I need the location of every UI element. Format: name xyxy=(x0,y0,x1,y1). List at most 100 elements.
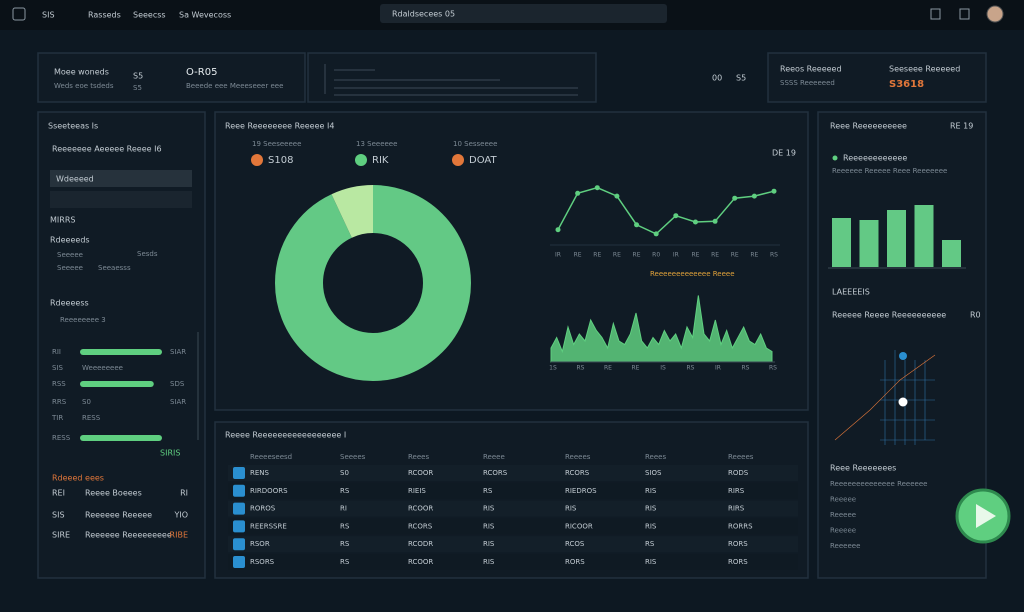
input[interactable] xyxy=(50,191,192,208)
row-cell: Reeeeee Reeeeeeeee xyxy=(85,531,172,540)
meter-bar xyxy=(80,349,162,355)
table-cell: RIRDOORS xyxy=(250,487,288,495)
table-cell: RS xyxy=(340,558,350,566)
x-tick-label: IR xyxy=(715,365,721,372)
table-cell: RS xyxy=(340,522,350,530)
table-header: Reees xyxy=(408,453,429,461)
row-icon[interactable] xyxy=(233,538,245,550)
row-icon[interactable] xyxy=(233,520,245,532)
line-point xyxy=(556,227,561,232)
nav-item[interactable]: Seeecss xyxy=(133,11,166,20)
x-tick-label: RE xyxy=(613,252,621,259)
row-icon[interactable] xyxy=(233,503,245,515)
table-cell: S0 xyxy=(340,469,349,477)
x-tick-label: RE xyxy=(633,252,641,259)
nav-item[interactable]: Sa Wevecoss xyxy=(179,11,231,20)
list-item[interactable]: Reeeeee xyxy=(830,542,860,550)
legend-badge: 10 Sesseeee xyxy=(453,140,497,148)
x-tick-label: RE xyxy=(593,252,601,259)
legend-label: Reeeeeeeeeeee xyxy=(843,154,907,163)
meter-bar xyxy=(80,435,162,441)
x-tick-label: IR xyxy=(555,252,561,259)
line-point xyxy=(732,196,737,201)
line-point xyxy=(772,189,777,194)
meter-label: RSS xyxy=(52,380,66,388)
line-point xyxy=(634,222,639,227)
table-cell: RS xyxy=(340,540,350,548)
nav-item[interactable]: Rasseds xyxy=(88,11,121,20)
caption: LAEEEEIS xyxy=(832,288,870,297)
legend-label[interactable]: DOAT xyxy=(469,155,497,166)
line-point xyxy=(713,219,718,224)
table-cell: RIEIS xyxy=(408,487,426,495)
table-cell: RIS xyxy=(645,505,657,513)
meter-label: RII xyxy=(52,348,61,356)
section: MIRRS xyxy=(50,216,75,225)
row-icon[interactable] xyxy=(233,485,245,497)
row-bg xyxy=(228,554,798,570)
line-point xyxy=(595,185,600,190)
meter-bar xyxy=(80,381,154,387)
legend-dot xyxy=(355,154,367,166)
list-item[interactable]: Reeeee xyxy=(830,527,856,535)
search-text[interactable]: Rdaldsecees 05 xyxy=(392,10,455,19)
x-tick-label: RS xyxy=(577,365,585,372)
bar xyxy=(832,218,851,267)
x-tick-label: R0 xyxy=(652,252,660,259)
card-value: S3618 xyxy=(889,79,924,90)
meter-value: S0 xyxy=(82,398,91,406)
line-point xyxy=(752,194,757,199)
legend-dot xyxy=(251,154,263,166)
table-cell: RIRS xyxy=(728,487,745,495)
x-tick-label: RE xyxy=(691,252,699,259)
row-icon[interactable] xyxy=(233,467,245,479)
bar xyxy=(887,210,906,267)
list-item[interactable]: Reeeeeeeeeeeeee Reeeeee xyxy=(830,480,927,488)
table-header: Reeees xyxy=(565,453,591,461)
card-title: Reeos Reeeeed xyxy=(780,65,842,74)
row-bg xyxy=(228,536,798,552)
legend-label[interactable]: RIK xyxy=(372,155,389,166)
row-bg xyxy=(228,518,798,534)
meter-value: RESS xyxy=(82,414,101,422)
input-text[interactable]: Wdeeeed xyxy=(56,175,94,184)
x-tick-label: RS xyxy=(742,365,750,372)
card-badge: S5 xyxy=(133,84,142,92)
card-title: Moee woneds xyxy=(54,68,109,77)
section: Rdeeeeds xyxy=(50,236,90,245)
x-tick-label: RE xyxy=(632,365,640,372)
card xyxy=(38,53,305,102)
card-badge: S5 xyxy=(133,72,143,81)
legend-label[interactable]: S108 xyxy=(268,155,293,166)
x-tick-label: 1S xyxy=(549,365,557,372)
table-cell: SIOS xyxy=(645,469,662,477)
table-cell: RIS xyxy=(483,540,495,548)
table-header: Seeees xyxy=(340,453,366,461)
avatar[interactable] xyxy=(987,6,1003,22)
table-header: Reeeeseesd xyxy=(250,453,292,461)
row-label: Seeeee xyxy=(57,251,83,259)
card-value: S5 xyxy=(736,74,746,83)
table-cell: RIS xyxy=(645,522,657,530)
list-item[interactable]: Reeeee xyxy=(830,511,856,519)
table-cell: RIEDROS xyxy=(565,487,597,495)
table-cell: RODS xyxy=(728,469,749,477)
table-cell: RCODR xyxy=(408,540,433,548)
row-bg xyxy=(228,483,798,499)
table-cell: RI xyxy=(340,505,347,513)
table-cell: RSOR xyxy=(250,540,270,548)
corner: DE 19 xyxy=(772,149,796,158)
nav-logo[interactable]: SIS xyxy=(42,11,55,20)
bar xyxy=(942,240,961,267)
row-cell: YIO xyxy=(173,511,188,520)
total: SIRIS xyxy=(160,449,180,458)
row-icon[interactable] xyxy=(233,556,245,568)
table-header: Reeees xyxy=(728,453,754,461)
table-cell: REERSSRE xyxy=(250,522,287,530)
section: Rdeeeess xyxy=(50,299,89,308)
row-cell: SIRE xyxy=(52,531,70,540)
list-item[interactable]: Reeeee xyxy=(830,496,856,504)
table-header: Reees xyxy=(645,453,666,461)
